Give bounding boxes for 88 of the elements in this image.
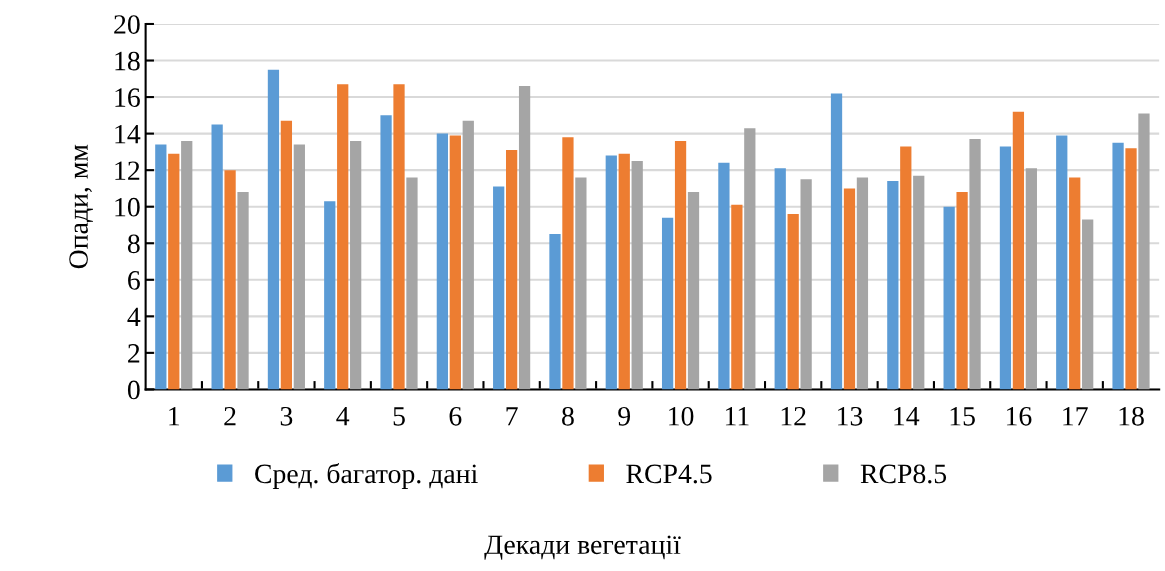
x-tick-label: 10 <box>669 406 694 426</box>
bar <box>856 177 869 390</box>
bar <box>449 135 461 390</box>
bar <box>1025 168 1037 390</box>
bar <box>324 201 336 390</box>
x-tick-label: 14 <box>894 407 920 426</box>
bar <box>168 153 180 390</box>
x-tick-label: 15 <box>950 407 975 426</box>
bar <box>631 161 643 390</box>
bar <box>506 150 518 390</box>
bar <box>687 192 700 390</box>
bar <box>744 128 756 390</box>
bar <box>393 84 405 390</box>
bar <box>830 93 843 390</box>
bar <box>605 155 617 390</box>
x-tick-label: 12 <box>781 406 806 426</box>
bar <box>224 170 236 390</box>
bar <box>436 133 448 390</box>
y-tick-label: 12 <box>115 161 140 180</box>
bar <box>843 188 856 390</box>
bar <box>1069 177 1081 390</box>
bar <box>787 214 799 390</box>
y-tick-label: 4 <box>127 307 141 326</box>
bar <box>575 177 587 390</box>
y-tick-label: 6 <box>128 271 140 290</box>
bar <box>462 120 474 390</box>
x-tick-label: 8 <box>562 406 574 426</box>
legend-label: RCP4.5 <box>626 464 712 484</box>
y-tick-label: 18 <box>115 51 140 71</box>
x-tick-label: 3 <box>280 406 293 426</box>
y-tick-label: 0 <box>127 380 140 400</box>
x-tick-label: 7 <box>506 407 518 426</box>
x-tick-label: 5 <box>393 407 405 426</box>
x-axis-title: Декади вегетації <box>484 535 681 560</box>
bar <box>661 217 674 390</box>
bar <box>943 206 955 390</box>
bar <box>518 86 531 390</box>
bar <box>969 139 981 390</box>
bar <box>887 181 899 390</box>
x-tick-label: 2 <box>224 406 236 426</box>
bar <box>1125 148 1137 390</box>
y-tick-label: 20 <box>114 15 140 34</box>
bar <box>800 179 812 390</box>
bar <box>267 69 280 390</box>
y-tick-label: 10 <box>115 197 140 217</box>
bar <box>956 192 968 390</box>
x-tick-label: 4 <box>336 407 350 426</box>
bar <box>674 140 687 390</box>
bar <box>155 144 167 390</box>
bar <box>718 162 730 390</box>
bar <box>337 84 349 390</box>
bar <box>406 177 418 390</box>
bar <box>774 168 786 390</box>
x-tick-label: 11 <box>725 407 749 426</box>
bar <box>549 234 561 390</box>
bar <box>1082 219 1094 390</box>
bar <box>181 140 193 390</box>
bar <box>1056 135 1068 390</box>
x-tick-label: 9 <box>618 406 631 426</box>
y-tick-label: 14 <box>115 124 141 144</box>
y-axis-title: Опади, мм <box>69 144 93 269</box>
legend-label: Сред. багатор. дані <box>255 463 478 489</box>
bar <box>350 140 362 390</box>
bar <box>562 137 574 390</box>
x-tick-label: 16 <box>1006 406 1032 426</box>
bar <box>493 186 505 390</box>
bar <box>1138 113 1150 390</box>
bar <box>731 204 743 390</box>
bar <box>293 144 305 390</box>
y-tick-label: 16 <box>115 88 140 107</box>
legend-label: RCP8.5 <box>860 464 947 484</box>
bar <box>618 153 630 390</box>
x-tick-label: 6 <box>449 406 462 426</box>
bar <box>211 124 223 390</box>
y-tick-label: 8 <box>127 234 140 254</box>
bar <box>999 146 1012 390</box>
bar <box>900 146 912 390</box>
bar <box>1112 142 1124 390</box>
y-tick-label: 2 <box>128 344 140 363</box>
x-tick-label: 17 <box>1063 407 1088 426</box>
x-tick-label: 18 <box>1119 406 1144 426</box>
bar <box>280 120 293 390</box>
x-tick-label: 1 <box>169 407 180 426</box>
bar <box>380 115 392 390</box>
bar <box>913 175 925 390</box>
x-tick-label: 13 <box>838 406 863 426</box>
bar <box>1012 111 1025 390</box>
bar <box>237 192 249 390</box>
